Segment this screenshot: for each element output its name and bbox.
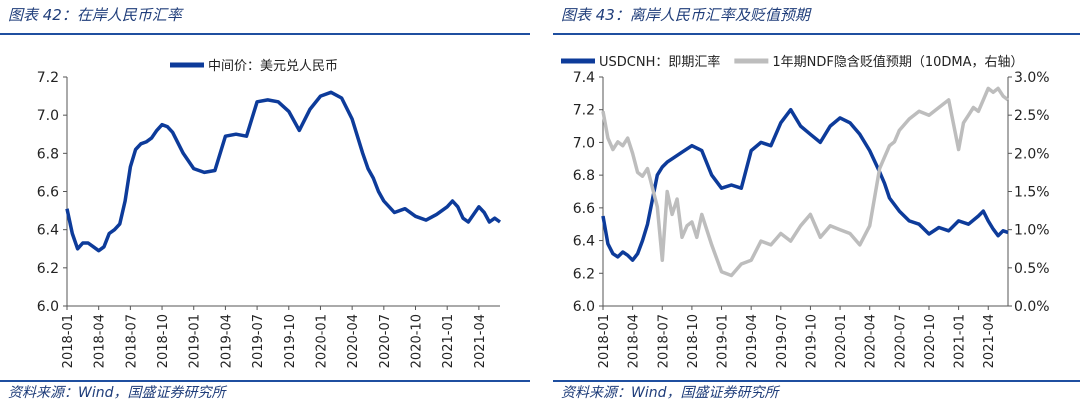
bottom-rule xyxy=(553,380,1080,382)
y-tick-label: 7.0 xyxy=(573,135,595,151)
x-tick-label: 2019-01 xyxy=(188,314,203,368)
x-tick-label: 2020-10 xyxy=(923,314,938,368)
y-tick-label: 6.8 xyxy=(37,146,59,162)
y2-tick-label: 2.5% xyxy=(1014,108,1050,124)
y2-tick-label: 0.0% xyxy=(1014,299,1050,315)
legend-label-0: 中间价：美元兑人民币 xyxy=(208,59,338,74)
y-tick-label: 6.0 xyxy=(37,299,59,315)
x-tick-label: 2019-04 xyxy=(745,314,760,368)
right-panel: 图表 43：离岸人民币汇率及贬值预期 6.0 6.2 6.4 6.6 6.8 7.0 7.2… xyxy=(553,0,1080,410)
x-tick-label: 2018-10 xyxy=(156,314,171,368)
y-tick-label: 6.4 xyxy=(573,234,595,250)
x-tick-label: 2018-10 xyxy=(686,314,701,368)
x-tick-label: 2019-01 xyxy=(716,314,731,368)
x-tick-label: 2019-10 xyxy=(804,314,819,368)
series-line-0 xyxy=(601,107,1009,262)
x-tick-label: 2018-04 xyxy=(627,314,642,368)
x-tick-label: 2018-07 xyxy=(124,314,139,368)
y-tick-label: 7.2 xyxy=(573,103,595,119)
y-tick-label: 6.2 xyxy=(573,266,595,282)
top-rule xyxy=(553,33,1080,35)
bottom-rule xyxy=(0,380,530,382)
y-tick-label: 6.8 xyxy=(573,168,595,184)
top-rule xyxy=(0,33,530,35)
y2-tick-label: 1.5% xyxy=(1014,185,1050,201)
series-line-1 xyxy=(601,86,1010,278)
y2-tick-label: 2.0% xyxy=(1014,146,1050,162)
x-tick-label: 2019-07 xyxy=(251,314,266,368)
x-tick-label: 2020-10 xyxy=(410,314,425,368)
x-tick-label: 2021-01 xyxy=(441,314,456,368)
x-tick-label: 2020-07 xyxy=(378,314,393,368)
x-tick-label: 2018-01 xyxy=(597,314,612,368)
y-tick-label: 6.6 xyxy=(37,185,59,201)
y-tick-label: 6.0 xyxy=(573,299,595,315)
x-tick-label: 2021-01 xyxy=(953,314,968,368)
figure-42-source: 资料来源：Wind，国盛证券研究所 xyxy=(8,385,226,401)
left-panel: 图表 42：在岸人民币汇率 6.0 6.2 6.4 6.6 6.8 7.0 7.2 2018-… xyxy=(0,0,530,410)
figure-43-source: 资料来源：Wind，国盛证券研究所 xyxy=(561,385,779,401)
figure-43-title: 图表 43：离岸人民币汇率及贬值预期 xyxy=(561,6,810,24)
x-tick-label: 2018-01 xyxy=(61,314,76,368)
x-tick-label: 2020-04 xyxy=(864,314,879,368)
chart-onshore-cny: 6.0 6.2 6.4 6.6 6.8 7.0 7.2 2018-01 2018-04 2018-… xyxy=(37,59,502,368)
legend-label-1: 1年期NDF隐含贬值预期（10DMA，右轴） xyxy=(772,54,1023,70)
figure-42-title: 图表 42：在岸人民币汇率 xyxy=(8,6,182,24)
x-tick-label: 2019-07 xyxy=(775,314,790,368)
x-tick-label: 2021-04 xyxy=(982,314,997,368)
series-line-0 xyxy=(65,90,502,253)
x-tick-label: 2018-04 xyxy=(93,314,108,368)
x-tick-label: 2020-04 xyxy=(346,314,361,368)
y2-tick-label: 3.0% xyxy=(1014,70,1050,86)
x-tick-label: 2020-01 xyxy=(314,314,329,368)
x-tick-label: 2020-01 xyxy=(834,314,849,368)
y-tick-label: 7.4 xyxy=(573,70,595,86)
y-tick-label: 7.2 xyxy=(37,70,59,86)
legend-label-0: USDCNH：即期汇率 xyxy=(599,54,720,70)
x-tick-label: 2019-04 xyxy=(219,314,234,368)
y-tick-label: 7.0 xyxy=(37,108,59,124)
y-tick-label: 6.4 xyxy=(37,223,59,239)
x-tick-label: 2019-10 xyxy=(283,314,298,368)
x-tick-label: 2020-07 xyxy=(893,314,908,368)
x-tick-label: 2018-07 xyxy=(656,314,671,368)
y-tick-label: 6.2 xyxy=(37,261,59,277)
y2-tick-label: 1.0% xyxy=(1014,223,1050,239)
chart-offshore-cnh: 6.0 6.2 6.4 6.6 6.8 7.0 7.2 7.4 0.0% 0.5% 1.0% 1.5%… xyxy=(561,54,1050,368)
x-tick-label: 2021-04 xyxy=(473,314,488,368)
y2-tick-label: 0.5% xyxy=(1014,261,1050,277)
y-tick-label: 6.6 xyxy=(573,201,595,217)
